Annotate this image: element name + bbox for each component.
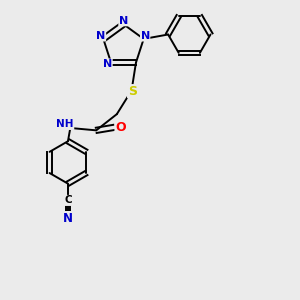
Text: NH: NH xyxy=(56,119,74,130)
Text: O: O xyxy=(115,121,126,134)
Text: N: N xyxy=(103,59,112,69)
Text: N: N xyxy=(119,16,128,26)
Text: N: N xyxy=(140,31,150,41)
Text: N: N xyxy=(96,31,106,41)
Text: N: N xyxy=(63,212,73,225)
Text: C: C xyxy=(64,195,72,206)
Text: S: S xyxy=(128,85,136,98)
